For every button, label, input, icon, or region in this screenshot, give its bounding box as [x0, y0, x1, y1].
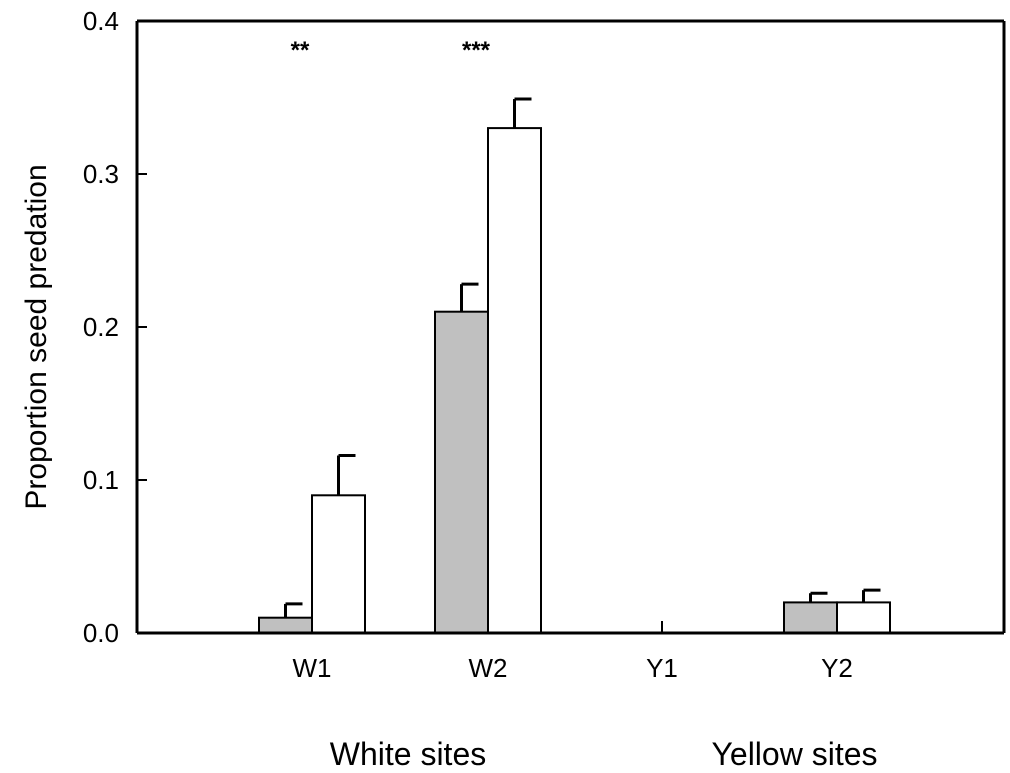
x-labels-layer: W1 W2 Y1 Y2: [293, 653, 853, 683]
bar-w1-series-2: [311, 494, 366, 634]
bar-w2-series-1: [434, 310, 489, 634]
group-label: White sites: [330, 736, 486, 772]
error-bars-layer: [284, 97, 881, 633]
significance-label: **: [291, 37, 310, 64]
axes-layer: [135, 19, 1006, 635]
x-tick-label: Y2: [821, 653, 853, 683]
y-ticks-layer: 0.0 0.1 0.2 0.3 0.4: [83, 6, 147, 648]
significance-label: ***: [462, 37, 491, 64]
annotations-layer: ** ***: [291, 37, 491, 64]
y-tick-label: 0.4: [83, 6, 119, 36]
bar-y2-series-2: [836, 601, 891, 635]
y-axis-title: Proportion seed predation: [20, 164, 53, 509]
y-tick-label: 0.0: [83, 618, 119, 648]
x-tick-label: W2: [469, 653, 508, 683]
group-labels-layer: White sites Yellow sites: [330, 736, 878, 772]
bar-w2-series-2: [487, 127, 542, 634]
y-tick-label: 0.1: [83, 465, 119, 495]
y-tick-label: 0.2: [83, 312, 119, 342]
bars-layer: [258, 127, 891, 635]
group-label: Yellow sites: [711, 736, 877, 772]
bar-w1-series-1: [258, 616, 313, 635]
bar-y2-series-1: [783, 601, 838, 635]
y-tick-label: 0.3: [83, 159, 119, 189]
x-tick-label: Y1: [646, 653, 678, 683]
x-tick-label: W1: [293, 653, 332, 683]
